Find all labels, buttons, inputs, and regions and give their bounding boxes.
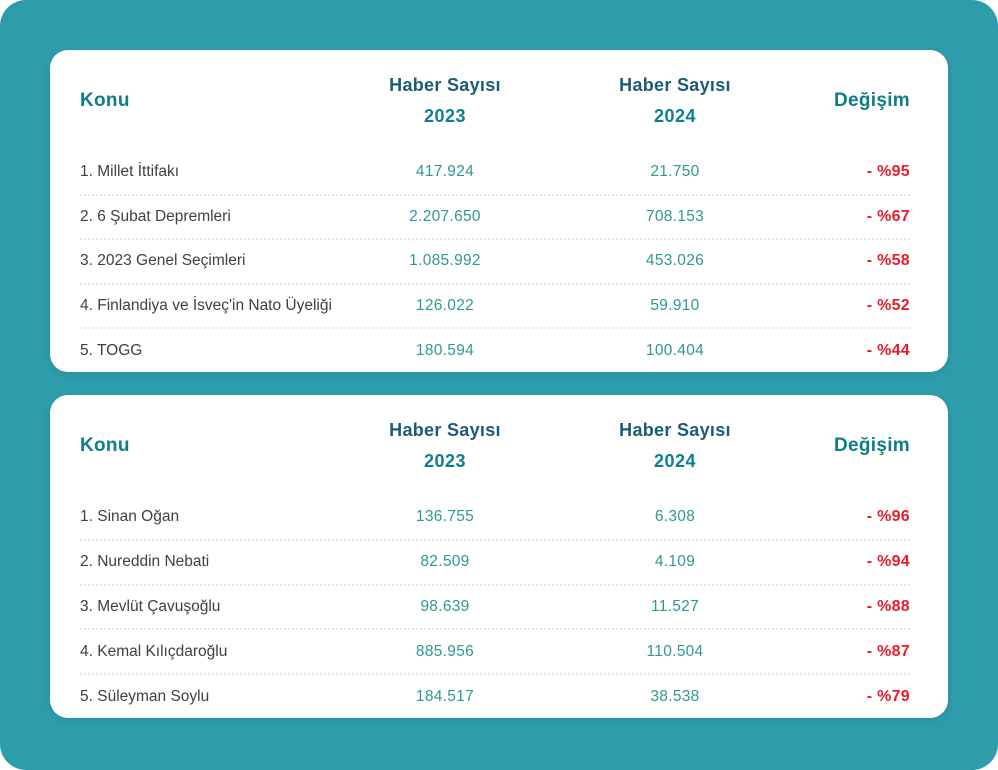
change-cell: - %94: [866, 553, 910, 571]
topics-table-card: Konu Haber Sayısı 2023 Haber Sayısı 2024…: [50, 50, 948, 372]
table-row: 3. Mevlüt Çavuşoğlu 98.639 11.527 - %88: [80, 586, 910, 631]
column-header-degisim: Değişim: [833, 434, 910, 456]
count-2024-cell: 6.308: [654, 508, 696, 526]
column-header-year-2024: 2024: [653, 105, 697, 126]
column-header-count-title: Haber Sayısı: [389, 74, 501, 95]
column-header-degisim: Değişim: [833, 89, 910, 111]
column-header-count-title: Haber Sayısı: [619, 419, 731, 440]
column-header-count-title: Haber Sayısı: [619, 74, 731, 95]
change-cell: - %52: [866, 297, 910, 315]
count-2024-cell: 453.026: [645, 252, 705, 270]
table-row: 3. 2023 Genel Seçimleri 1.085.992 453.02…: [80, 240, 910, 285]
topic-cell: 2. 6 Şubat Depremleri: [80, 207, 231, 225]
table-header-row: Konu Haber Sayısı 2023 Haber Sayısı 2024…: [80, 395, 910, 496]
table-row: 1. Millet İttifakı 417.924 21.750 - %95: [80, 151, 910, 196]
table-row: 4. Kemal Kılıçdaroğlu 885.956 110.504 - …: [80, 630, 910, 676]
table-row: 5. Süleyman Soylu 184.517 38.538 - %79: [80, 675, 910, 718]
column-header-year-2023: 2023: [423, 105, 467, 126]
column-header-year-2024: 2024: [653, 450, 697, 471]
count-2023-cell: 885.956: [415, 642, 475, 660]
topic-cell: 5. Süleyman Soylu: [80, 687, 210, 705]
column-header-count-2023: Haber Sayısı 2023: [330, 415, 560, 476]
topic-cell: 1. Millet İttifakı: [80, 163, 180, 181]
column-header-count-2024: Haber Sayısı 2024: [560, 415, 790, 476]
count-2023-cell: 82.509: [420, 553, 470, 571]
count-2023-cell: 2.207.650: [409, 207, 481, 225]
count-2023-cell: 180.594: [415, 341, 475, 359]
count-2023-cell: 136.755: [415, 508, 475, 526]
change-cell: - %67: [866, 207, 910, 225]
topic-cell: 3. 2023 Genel Seçimleri: [80, 252, 246, 270]
topic-cell: 4. Kemal Kılıçdaroğlu: [80, 642, 228, 660]
change-cell: - %88: [866, 597, 910, 615]
count-2024-cell: 38.538: [650, 687, 700, 705]
change-cell: - %96: [866, 508, 910, 526]
count-2024-cell: 110.504: [646, 642, 704, 660]
count-2023-cell: 126.022: [415, 297, 475, 315]
column-header-count-2024: Haber Sayısı 2024: [560, 70, 790, 131]
change-cell: - %58: [866, 252, 910, 270]
count-2024-cell: 708.153: [645, 207, 705, 225]
column-header-count-2023: Haber Sayısı 2023: [330, 70, 560, 131]
change-cell: - %44: [866, 341, 910, 359]
count-2024-cell: 59.910: [650, 297, 700, 315]
table-row: 2. 6 Şubat Depremleri 2.207.650 708.153 …: [80, 196, 910, 241]
count-2023-cell: 98.639: [420, 597, 470, 615]
count-2023-cell: 184.517: [415, 687, 475, 705]
count-2023-cell: 417.924: [415, 163, 475, 181]
count-2024-cell: 11.527: [650, 597, 700, 615]
topic-cell: 3. Mevlüt Çavuşoğlu: [80, 597, 221, 615]
column-header-konu: Konu: [80, 89, 130, 111]
column-header-year-2023: 2023: [423, 450, 467, 471]
count-2024-cell: 4.109: [654, 553, 696, 571]
change-cell: - %79: [866, 687, 910, 705]
topic-cell: 1. Sinan Oğan: [80, 508, 180, 526]
table-row: 1. Sinan Oğan 136.755 6.308 - %96: [80, 496, 910, 541]
change-cell: - %95: [866, 163, 910, 181]
table-row: 5. TOGG 180.594 100.404 - %44: [80, 329, 910, 372]
table-row: 2. Nureddin Nebati 82.509 4.109 - %94: [80, 541, 910, 586]
table-row: 4. Finlandiya ve İsveç'in Nato Üyeliği 1…: [80, 285, 910, 330]
people-table-card: Konu Haber Sayısı 2023 Haber Sayısı 2024…: [50, 395, 948, 718]
table-header-row: Konu Haber Sayısı 2023 Haber Sayısı 2024…: [80, 50, 910, 151]
count-2024-cell: 100.404: [645, 341, 705, 359]
topic-cell: 4. Finlandiya ve İsveç'in Nato Üyeliği: [80, 297, 332, 315]
column-header-count-title: Haber Sayısı: [389, 419, 501, 440]
topic-cell: 5. TOGG: [80, 341, 143, 359]
column-header-konu: Konu: [80, 434, 130, 456]
count-2023-cell: 1.085.992: [409, 252, 481, 270]
change-cell: - %87: [866, 642, 910, 660]
count-2024-cell: 21.750: [650, 163, 700, 181]
topic-cell: 2. Nureddin Nebati: [80, 553, 210, 571]
